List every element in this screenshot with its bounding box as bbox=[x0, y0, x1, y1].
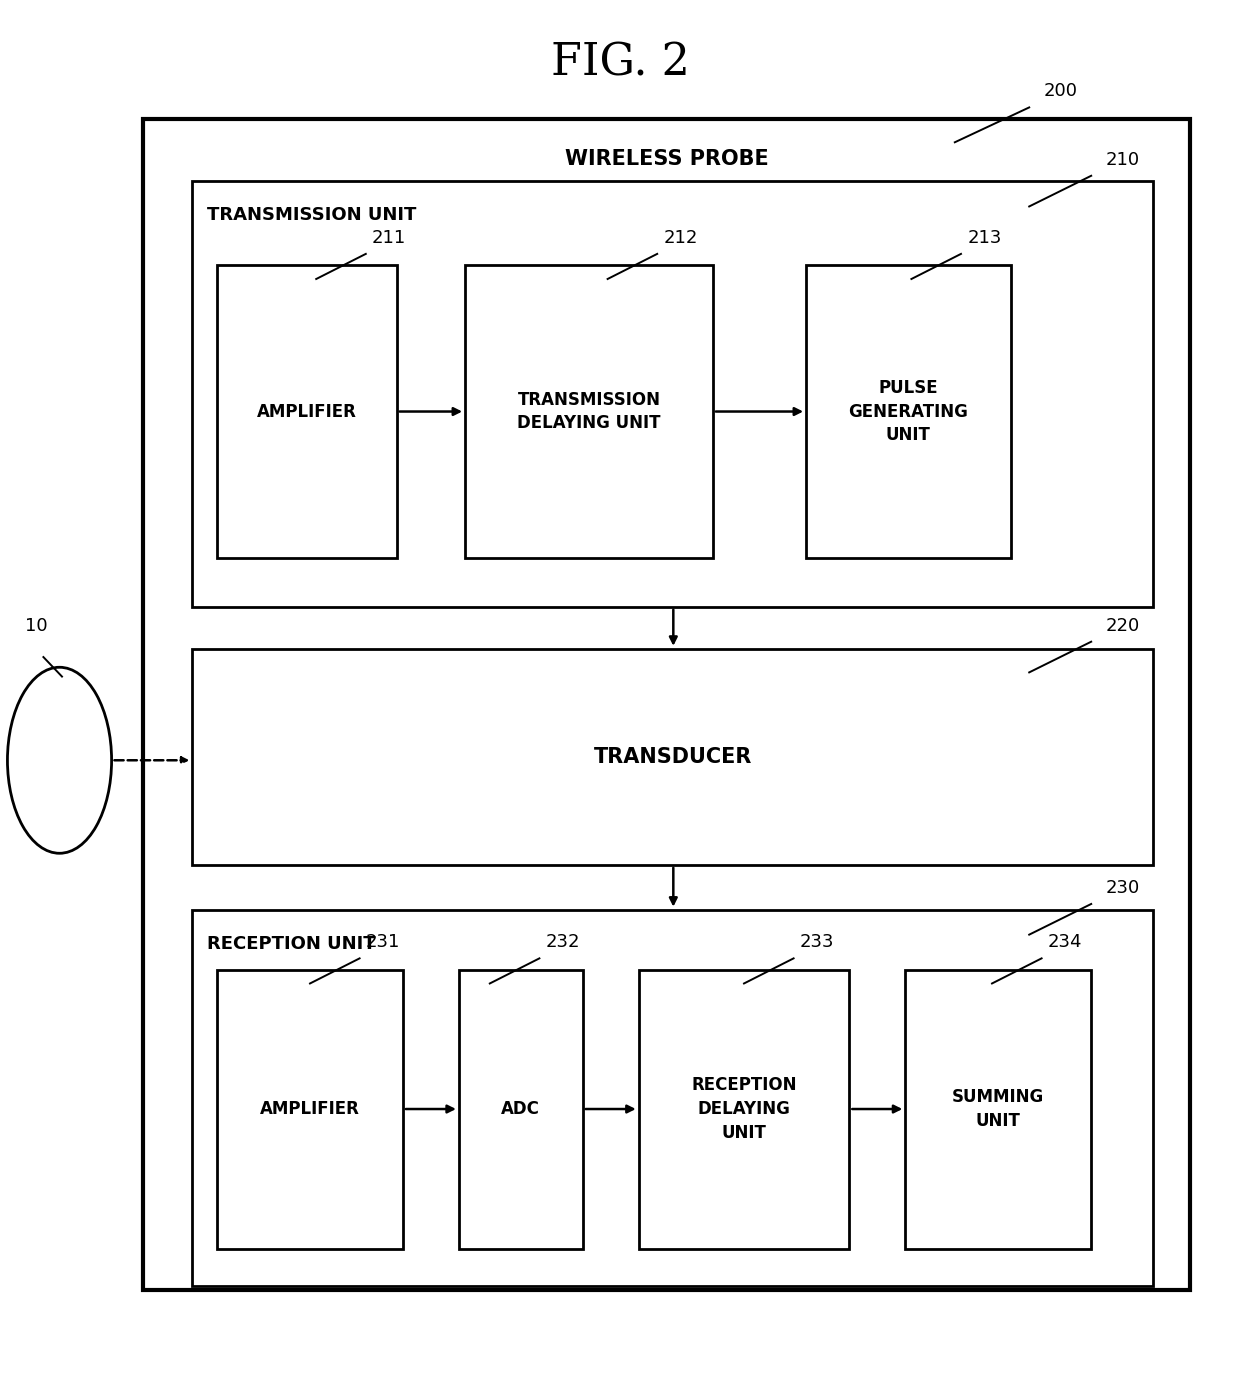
Bar bbox=[217, 970, 403, 1249]
Text: 231: 231 bbox=[366, 933, 401, 951]
Text: 232: 232 bbox=[546, 933, 580, 951]
Text: 210: 210 bbox=[1106, 151, 1141, 169]
Text: TRANSMISSION
DELAYING UNIT: TRANSMISSION DELAYING UNIT bbox=[517, 391, 661, 432]
Text: 234: 234 bbox=[1048, 933, 1083, 951]
Text: TRANSMISSION UNIT: TRANSMISSION UNIT bbox=[207, 206, 417, 225]
Text: PULSE
GENERATING
UNIT: PULSE GENERATING UNIT bbox=[848, 379, 968, 444]
Bar bbox=[192, 649, 1153, 865]
Text: SUMMING
UNIT: SUMMING UNIT bbox=[952, 1088, 1044, 1130]
Text: RECEPTION
DELAYING
UNIT: RECEPTION DELAYING UNIT bbox=[691, 1077, 797, 1141]
Text: ADC: ADC bbox=[501, 1101, 541, 1117]
Text: AMPLIFIER: AMPLIFIER bbox=[260, 1101, 360, 1117]
Text: AMPLIFIER: AMPLIFIER bbox=[257, 403, 357, 420]
Bar bbox=[806, 265, 1011, 558]
Text: 233: 233 bbox=[800, 933, 835, 951]
Text: WIRELESS PROBE: WIRELESS PROBE bbox=[564, 149, 769, 169]
Text: 212: 212 bbox=[663, 229, 698, 247]
Text: 213: 213 bbox=[967, 229, 1002, 247]
Text: 10: 10 bbox=[25, 617, 47, 635]
Text: RECEPTION UNIT: RECEPTION UNIT bbox=[207, 935, 376, 953]
Bar bbox=[192, 181, 1153, 607]
Bar bbox=[192, 910, 1153, 1286]
Bar bbox=[143, 119, 1190, 1290]
Bar bbox=[459, 970, 583, 1249]
Text: 200: 200 bbox=[1044, 82, 1078, 100]
Ellipse shape bbox=[7, 667, 112, 854]
Text: 230: 230 bbox=[1106, 879, 1141, 897]
Bar bbox=[905, 970, 1091, 1249]
Text: 211: 211 bbox=[372, 229, 407, 247]
Text: FIG. 2: FIG. 2 bbox=[551, 42, 689, 84]
Bar bbox=[639, 970, 849, 1249]
Text: TRANSDUCER: TRANSDUCER bbox=[594, 746, 751, 767]
Text: 220: 220 bbox=[1106, 617, 1141, 635]
Bar bbox=[465, 265, 713, 558]
Bar bbox=[217, 265, 397, 558]
